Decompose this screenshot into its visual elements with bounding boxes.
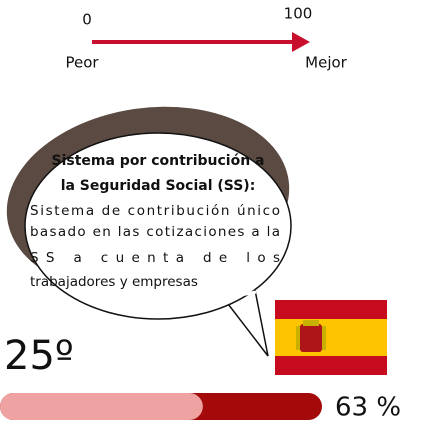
rank: 25º [4,333,74,379]
bubble-title: la Seguridad Social (SS): [61,178,256,194]
bubble [24,132,292,320]
spain-flag [275,300,387,375]
arrow-head [292,32,310,52]
bubble-text: trabajadores y empresas [30,274,198,290]
progress-label: 63 % [335,393,401,423]
bubble-title: Sistema por contribución a [51,153,264,169]
progress-fill [0,393,203,420]
bubble-text: basado en las cotizaciones a la [30,224,280,240]
scale-left-label: Peor [65,54,99,72]
bubble-text: Sistema de contribución único [30,203,280,219]
scale-min: 0 [82,11,92,29]
scale-right-label: Mejor [305,54,348,72]
scale-max: 100 [284,5,313,23]
bubble-join [225,290,257,300]
